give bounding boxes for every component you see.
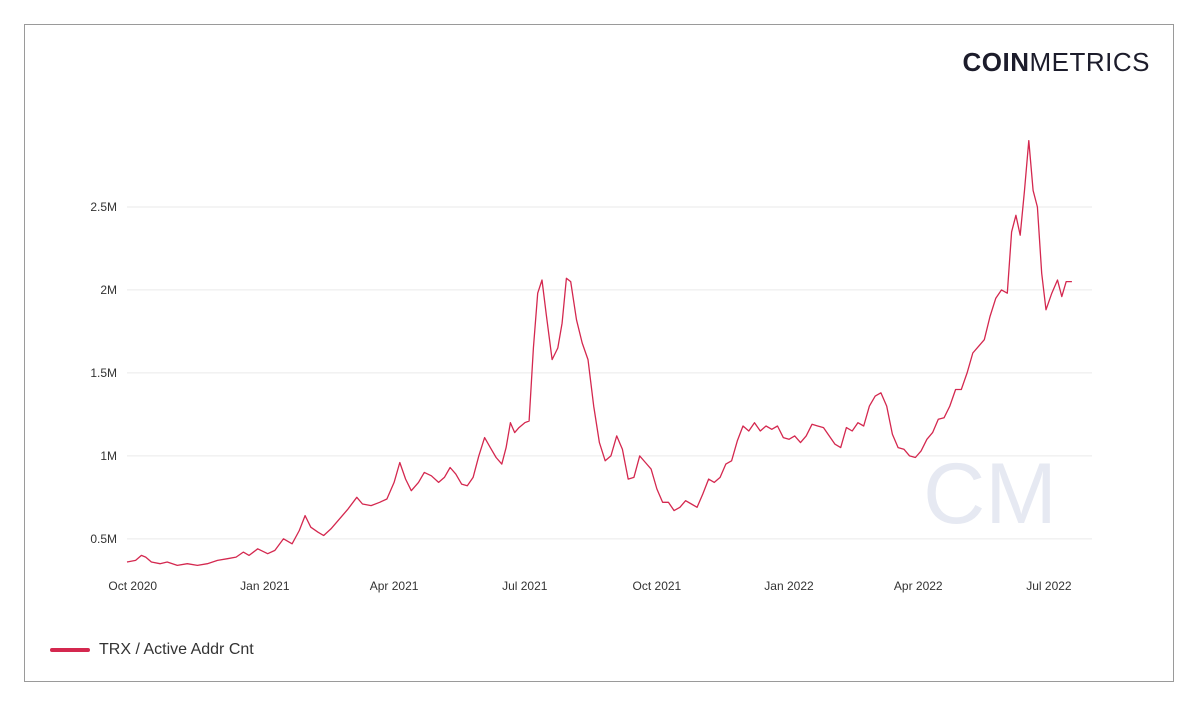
x-tick-label: Jul 2021 bbox=[502, 579, 548, 593]
x-tick-label: Jan 2021 bbox=[240, 579, 290, 593]
x-tick-label: Oct 2021 bbox=[633, 579, 682, 593]
legend[interactable]: TRX / Active Addr Cnt bbox=[50, 641, 254, 659]
y-tick-label: 2.5M bbox=[90, 200, 117, 214]
x-tick-label: Apr 2022 bbox=[894, 579, 943, 593]
legend-swatch bbox=[50, 648, 90, 652]
y-axis-ticks: 0.5M 1M 1.5M 2M 2.5M bbox=[90, 200, 117, 546]
y-tick-label: 0.5M bbox=[90, 532, 117, 546]
watermark-logo: CM bbox=[923, 446, 1057, 542]
x-tick-label: Jul 2022 bbox=[1026, 579, 1072, 593]
series-line-trx-active-addr bbox=[126, 139, 1072, 567]
x-axis-ticks: Oct 2020 Jan 2021 Apr 2021 Jul 2021 Oct 2021… bbox=[108, 579, 1072, 593]
gridlines bbox=[127, 206, 1092, 540]
y-tick-label: 1M bbox=[100, 449, 117, 463]
logo-bold-text: COIN bbox=[962, 47, 1030, 77]
legend-label: TRX / Active Addr Cnt bbox=[99, 641, 254, 658]
series-lines bbox=[126, 139, 1072, 567]
chart-frame bbox=[24, 24, 1174, 682]
logo-light-text: METRICS bbox=[1029, 47, 1150, 77]
x-tick-label: Apr 2021 bbox=[370, 579, 419, 593]
coinmetrics-logo: COIN METRICS bbox=[963, 47, 1151, 78]
x-tick-label: Jan 2022 bbox=[764, 579, 814, 593]
y-tick-label: 2M bbox=[100, 283, 117, 297]
x-tick-label: Oct 2020 bbox=[108, 579, 157, 593]
y-tick-label: 1.5M bbox=[90, 366, 117, 380]
